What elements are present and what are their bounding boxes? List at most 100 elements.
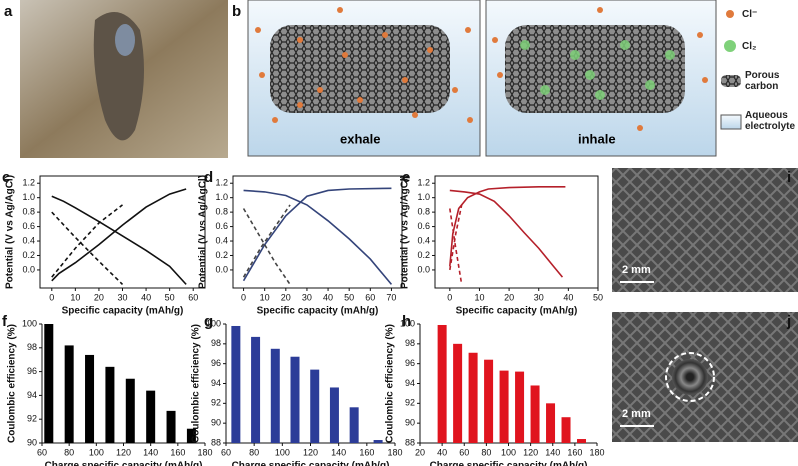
x-tick-label: 160	[359, 447, 374, 457]
x-tick-label: 120	[116, 447, 131, 457]
panel-label: a	[4, 3, 13, 20]
y-tick-label: 92	[27, 414, 37, 424]
x-axis-label: Charge specific capacity (mAh/g)	[232, 461, 390, 466]
x-tick-label: 40	[323, 292, 333, 302]
y-tick-label: 98	[211, 338, 221, 348]
x-tick-label: 30	[302, 292, 312, 302]
x-tick-label: 70	[386, 292, 396, 302]
bar	[349, 407, 359, 443]
y-tick-label: 0.0	[22, 264, 35, 274]
droplet	[672, 359, 708, 395]
plot-frame	[39, 175, 206, 289]
panel-label: e	[402, 169, 410, 186]
y-tick-label: 0.4	[215, 235, 228, 245]
y-tick-label: 90	[27, 437, 37, 447]
x-tick-label: 120	[303, 447, 318, 457]
lizard-head	[115, 24, 135, 56]
panel-label: f	[2, 313, 8, 330]
y-tick-label: 100	[206, 318, 221, 328]
plot-frame	[434, 175, 599, 289]
x-tick-label: 10	[260, 292, 270, 302]
x-tick-label: 20	[281, 292, 291, 302]
panel-label: c	[2, 169, 10, 186]
bar	[437, 324, 447, 443]
panel-label: g	[204, 313, 213, 330]
y-axis-label: Coulombic efficiency (%)	[191, 324, 202, 443]
bar	[329, 387, 339, 443]
x-tick-label: 0	[49, 292, 54, 302]
bar	[251, 336, 261, 443]
y-tick-label: 0.2	[417, 250, 430, 260]
y-tick-label: 92	[211, 398, 221, 408]
panel-label: b	[232, 3, 241, 20]
highlight-circle	[665, 352, 715, 402]
legend-text: Cl⁻	[742, 9, 758, 20]
data-line	[51, 195, 187, 285]
x-axis-label: Charge specific capacity (mAh/g)	[430, 461, 588, 466]
bar	[105, 366, 115, 443]
y-tick-label: 0.0	[417, 264, 430, 274]
y-axis-label: Coulombic efficiency (%)	[385, 324, 396, 443]
data-line	[243, 189, 393, 285]
scale-label: 2 mm	[622, 408, 651, 420]
y-tick-label: 88	[211, 437, 221, 447]
panel-label: d	[204, 169, 213, 186]
x-tick-label: 40	[141, 292, 151, 302]
plot-frame	[232, 175, 403, 289]
x-tick-label: 120	[523, 447, 538, 457]
x-axis-label: Specific capacity (mAh/g)	[257, 306, 379, 317]
y-tick-label: 0.2	[215, 250, 228, 260]
data-line	[242, 204, 291, 278]
bar	[231, 325, 241, 443]
data-line	[449, 189, 564, 278]
y-tick-label: 0.8	[215, 207, 228, 217]
legend-icon	[720, 114, 742, 130]
x-tick-label: 180	[589, 447, 604, 457]
x-tick-label: 20	[504, 292, 514, 302]
x-tick-label: 160	[567, 447, 582, 457]
data-line	[51, 204, 123, 278]
y-tick-label: 0.6	[22, 221, 35, 231]
y-tick-label: 92	[405, 398, 415, 408]
y-tick-label: 0.4	[417, 235, 430, 245]
x-tick-label: 140	[143, 447, 158, 457]
y-tick-label: 0.0	[215, 264, 228, 274]
cl-ions-right	[492, 7, 708, 131]
y-tick-label: 1.0	[417, 192, 430, 202]
carbon-tube-left	[270, 25, 450, 113]
x-tick-label: 180	[387, 447, 402, 457]
y-tick-label: 0.8	[417, 207, 430, 217]
bar	[186, 428, 196, 443]
data-line	[449, 186, 566, 267]
data-line	[51, 188, 187, 282]
legend-text: Aqueous electrolyte	[745, 110, 796, 132]
x-tick-label: 10	[70, 292, 80, 302]
x-axis-label: Specific capacity (mAh/g)	[456, 306, 578, 317]
x-tick-label: 100	[501, 447, 516, 457]
bar	[85, 354, 95, 443]
panel-label: i	[787, 169, 791, 186]
y-tick-label: 90	[405, 418, 415, 428]
x-tick-label: 60	[365, 292, 375, 302]
legend-icon	[724, 40, 736, 52]
y-axis-label: Potential (V vs Ag/AgCl)	[198, 175, 209, 289]
data-line	[449, 208, 463, 285]
x-tick-label: 40	[437, 447, 447, 457]
x-tick-label: 140	[331, 447, 346, 457]
y-tick-label: 0.6	[417, 221, 430, 231]
x-tick-label: 80	[249, 447, 259, 457]
x-tick-label: 20	[415, 447, 425, 457]
x-tick-label: 50	[344, 292, 354, 302]
x-tick-label: 100	[275, 447, 290, 457]
y-tick-label: 1.2	[22, 178, 35, 188]
x-tick-label: 60	[37, 447, 47, 457]
data-line	[449, 204, 463, 271]
data-line	[51, 211, 124, 285]
bar	[561, 417, 571, 443]
y-tick-label: 1.0	[22, 192, 35, 202]
y-tick-label: 0.4	[22, 235, 35, 245]
panel-label: h	[402, 313, 411, 330]
data-line	[242, 187, 392, 282]
y-tick-label: 88	[405, 437, 415, 447]
